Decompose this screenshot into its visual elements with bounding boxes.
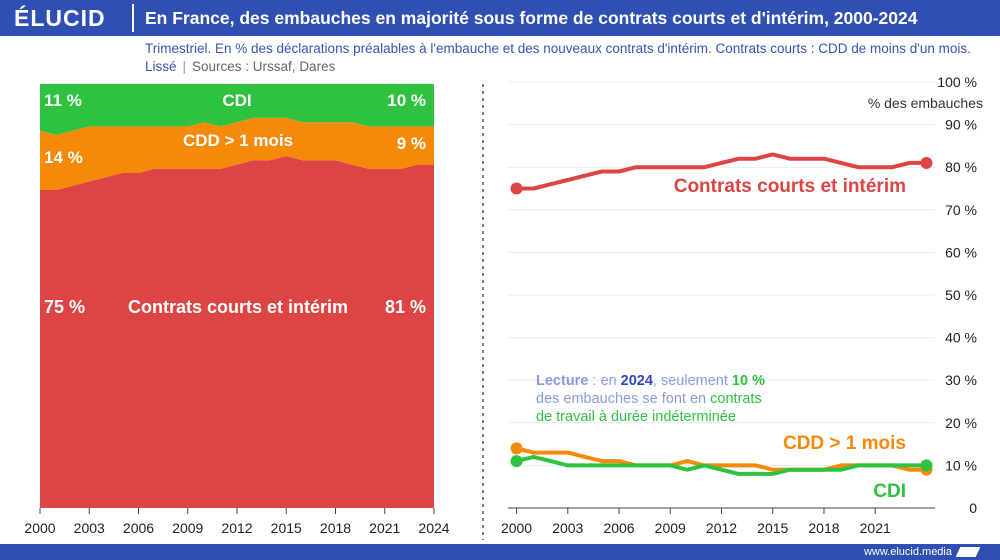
right-y-tick-label: 70 % [945, 202, 977, 218]
left-x-tick-label: 2024 [418, 520, 449, 536]
right-y-tick-label: 0 [969, 500, 977, 516]
right-y-ticks: 0 10 % 20 % 30 % 40 % 50 % 60 % 70 % 80 % 90 % 100… [937, 74, 977, 516]
logo: ÉLUCID [14, 5, 106, 31]
lecture-line-2: des embauches se font en contrats [536, 391, 762, 407]
label-courts-end: 81 % [385, 297, 426, 317]
left-x-tick-label: 2009 [172, 520, 203, 536]
logo-divider [132, 4, 134, 32]
right-y-tick-label: 30 % [945, 372, 977, 388]
line-end-point [920, 156, 933, 169]
left-x-tick-label: 2006 [123, 520, 154, 536]
right-y-tick-label: 100 % [937, 74, 977, 90]
footer-bar: www.elucid.media [0, 544, 1000, 560]
label-courts-start: 75 % [44, 297, 85, 317]
series-label-cdi: CDI [873, 481, 906, 502]
right-y-tick-label: 20 % [945, 415, 977, 431]
chart-title: En France, des embauches en majorité sou… [145, 8, 918, 28]
area-cdi [40, 84, 434, 135]
line-chart: 0 10 % 20 % 30 % 40 % 50 % 60 % 70 % 80 % 90 % 100… [501, 74, 983, 536]
header-bar: ÉLUCID En France, des embauches en major… [0, 0, 1000, 36]
lecture-annotation: Lecture : en 2024, seulement 10 % des em… [536, 373, 765, 425]
right-x-tick-label: 2000 [501, 520, 532, 536]
right-y-tick-label: 50 % [945, 287, 977, 303]
label-cdi-end: 10 % [387, 91, 426, 110]
left-x-tick-label: 2000 [24, 520, 55, 536]
line-start-point [510, 442, 523, 455]
line-cdi [516, 454, 927, 476]
right-x-ticks: 2000 2003 2006 2009 2012 2015 2018 2021 [501, 508, 891, 536]
label-courts-name: Contrats courts et intérim [128, 297, 348, 317]
series-label-contrats-courts: Contrats courts et intérim [674, 176, 906, 197]
area-contrats-courts [40, 156, 434, 508]
label-cdi-start: 11 % [44, 91, 82, 110]
chart-subtitle: Trimestriel. En % des déclarations préal… [145, 40, 985, 76]
right-x-tick-label: 2021 [860, 520, 891, 536]
line-start-point [510, 182, 523, 195]
footer-url[interactable]: www.elucid.media [863, 546, 952, 558]
right-y-tick-label: 40 % [945, 330, 977, 346]
right-y-tick-label: 10 % [945, 457, 977, 473]
right-x-tick-label: 2003 [552, 520, 583, 536]
lecture-line-1: Lecture : en 2024, seulement 10 % [536, 373, 765, 389]
right-y-tick-label: 80 % [945, 159, 977, 175]
left-x-tick-label: 2018 [320, 520, 351, 536]
right-x-tick-label: 2018 [808, 520, 839, 536]
left-x-tick-label: 2015 [271, 520, 302, 536]
line-start-point [510, 455, 523, 468]
line-contrats-courts [516, 152, 927, 191]
label-cdd-start: 14 % [44, 148, 83, 167]
right-x-tick-label: 2012 [706, 520, 737, 536]
label-cdd-end: 9 % [397, 134, 426, 153]
stacked-area-chart: 2000 2003 2006 2009 2012 2015 2018 2021 2024 11 … [24, 83, 450, 536]
series-label-cdd: CDD > 1 mois [783, 433, 906, 454]
area-cdd [40, 117, 434, 190]
left-x-tick-label: 2012 [221, 520, 252, 536]
left-x-tick-label: 2021 [369, 520, 400, 536]
label-cdd-name: CDD > 1 mois [183, 131, 293, 150]
right-x-tick-label: 2006 [603, 520, 634, 536]
subtitle-separator: | [182, 59, 187, 74]
left-x-tick-label: 2003 [74, 520, 105, 536]
right-x-tick-label: 2015 [757, 520, 788, 536]
left-x-ticks: 2000 2003 2006 2009 2012 2015 2018 2021 2024 [24, 508, 450, 536]
sources-text: Sources : Urssaf, Dares [192, 59, 336, 74]
footer-logo-mark [955, 547, 981, 557]
lecture-line-3: de travail à durée indéterminée [536, 409, 736, 425]
y-axis-label: % des embauches [868, 95, 983, 111]
line-endpoints [510, 156, 933, 476]
subtitle-text: Trimestriel. En % des déclarations préal… [145, 41, 971, 74]
line-end-point [920, 459, 933, 472]
right-y-tick-label: 90 % [945, 117, 977, 133]
right-y-tick-label: 60 % [945, 244, 977, 260]
label-cdi-name: CDI [222, 91, 251, 110]
right-x-tick-label: 2009 [655, 520, 686, 536]
